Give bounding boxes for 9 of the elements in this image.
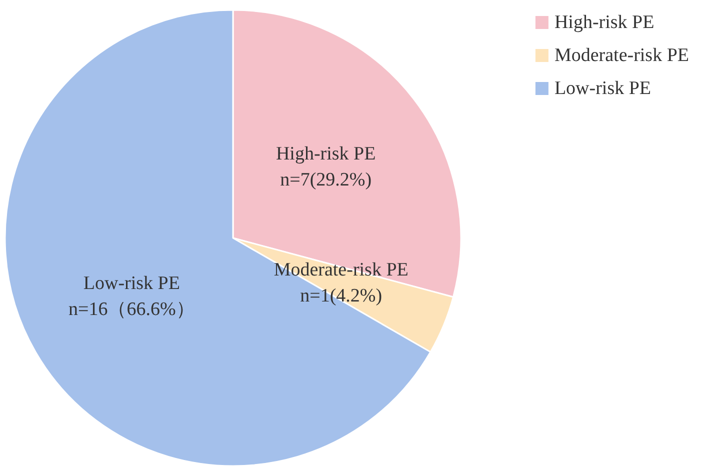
data-label: n=7(29.2%) <box>280 169 372 190</box>
legend-label: Moderate-risk PE <box>554 45 690 66</box>
legend-label: Low-risk PE <box>554 78 652 99</box>
data-label: n=16（66.6%） <box>68 299 195 320</box>
slice-label: Low-risk PE <box>83 273 180 294</box>
slice-label: High-risk PE <box>276 143 376 164</box>
legend-label: High-risk PE <box>554 12 654 33</box>
slice-label: Moderate-risk PE <box>274 259 408 280</box>
data-label: n=1(4.2%) <box>300 285 382 306</box>
